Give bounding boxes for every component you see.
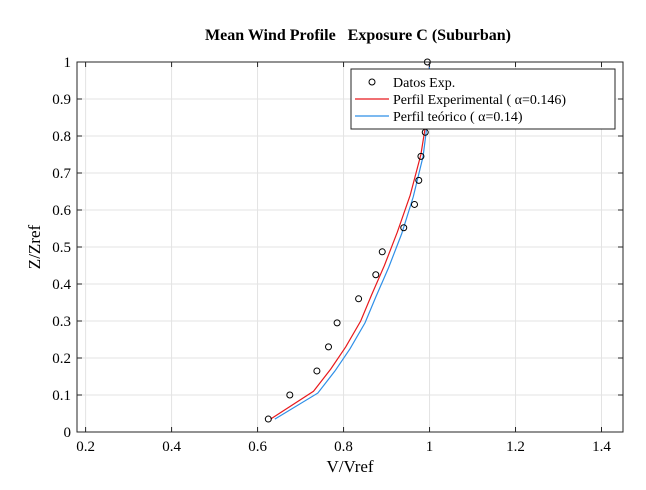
y-tick-label: 0.8 xyxy=(52,129,71,145)
data-point xyxy=(410,200,418,208)
data-point xyxy=(325,343,333,351)
series-line-1 xyxy=(274,61,431,420)
legend: Datos Exp. Perfil Experimental ( α=0.146)… xyxy=(350,68,616,130)
legend-item: Perfil Experimental ( α=0.146) xyxy=(355,93,566,108)
y-tick-label: 0.3 xyxy=(52,314,71,330)
legend-item: Perfil teórico ( α=0.14) xyxy=(355,110,523,125)
y-tick-label: 0.2 xyxy=(52,351,71,367)
series-line-0 xyxy=(270,61,431,420)
y-tick-label: 0.1 xyxy=(52,388,71,404)
data-point xyxy=(313,367,321,375)
data-point xyxy=(333,319,341,327)
x-tick-label: 1 xyxy=(426,439,434,455)
data-point xyxy=(417,152,425,160)
chart-title: Mean Wind Profile Exposure C (Suburban) xyxy=(205,27,511,44)
data-point xyxy=(415,176,423,184)
data-point xyxy=(378,248,386,256)
x-tick-label: 0.2 xyxy=(76,439,95,455)
data-point xyxy=(400,224,408,232)
x-axis-label: V/Vref xyxy=(326,457,373,476)
x-tick-label: 1.2 xyxy=(506,439,525,455)
legend-label: Perfil Experimental ( α=0.146) xyxy=(393,93,566,108)
legend-box xyxy=(350,68,616,130)
legend-label: Perfil teórico ( α=0.14) xyxy=(393,110,523,125)
y-axis-label: Z/Zref xyxy=(25,224,44,269)
x-tick-label: 0.6 xyxy=(248,439,267,455)
legend-item: Datos Exp. xyxy=(368,76,455,91)
data-point xyxy=(286,391,294,399)
x-tick-label: 1.4 xyxy=(592,439,611,455)
data-point xyxy=(355,295,363,303)
legend-marker xyxy=(368,78,376,86)
y-tick-label: 0 xyxy=(64,425,72,441)
x-tick-label: 0.4 xyxy=(162,439,181,455)
y-tick-label: 0.4 xyxy=(52,277,71,293)
y-tick-label: 0.6 xyxy=(52,203,71,219)
data-point xyxy=(372,271,380,279)
y-tick-label: 0.7 xyxy=(52,166,71,182)
data-point xyxy=(264,415,272,423)
y-tick-label: 0.9 xyxy=(52,92,71,108)
legend-label: Datos Exp. xyxy=(393,76,455,91)
x-tick-label: 0.8 xyxy=(334,439,353,455)
y-tick-label: 0.5 xyxy=(52,240,71,256)
y-tick-label: 1 xyxy=(64,55,72,71)
